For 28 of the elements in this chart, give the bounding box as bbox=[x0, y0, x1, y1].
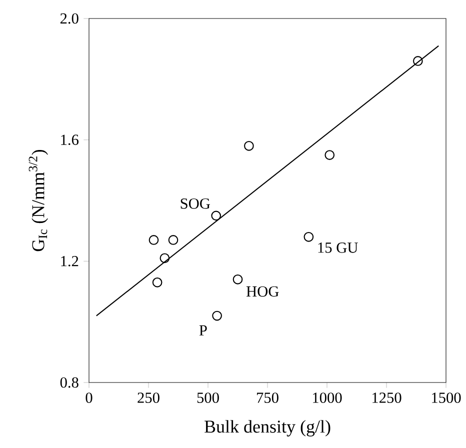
point bbox=[324, 150, 335, 160]
point bbox=[232, 274, 243, 284]
annotation: 15 GU bbox=[318, 242, 358, 253]
point bbox=[168, 235, 178, 245]
point bbox=[211, 210, 222, 221]
annotation: HOG bbox=[246, 286, 279, 297]
x-tick-label: 0 bbox=[86, 392, 92, 403]
point bbox=[304, 232, 314, 242]
y-tick-label: 0.8 bbox=[60, 377, 78, 388]
y-tick-label: 1.2 bbox=[61, 256, 78, 266]
annotation: SOG bbox=[180, 198, 210, 209]
y-tick-label: 2.0 bbox=[60, 13, 78, 24]
x-tick-label: 500 bbox=[197, 392, 219, 403]
x-tick-label: 1000 bbox=[313, 392, 342, 403]
point bbox=[244, 140, 254, 151]
x-tick-label: 250 bbox=[138, 392, 160, 403]
point bbox=[412, 56, 423, 66]
y-tick-label: 1.6 bbox=[61, 134, 79, 146]
x-tick-label: 1250 bbox=[372, 392, 402, 403]
x-tick-label: 1500 bbox=[432, 392, 461, 403]
x-axis-title: Bulk density (g/l) bbox=[204, 420, 330, 436]
point bbox=[152, 277, 162, 288]
point bbox=[148, 235, 159, 245]
point bbox=[160, 253, 170, 264]
y-axis-title: G$_{Ic}$ (N/mm$^{3/2}$) bbox=[28, 150, 48, 252]
annotation: P bbox=[199, 325, 207, 336]
point bbox=[212, 310, 222, 321]
x-tick-label: 750 bbox=[257, 392, 278, 403]
